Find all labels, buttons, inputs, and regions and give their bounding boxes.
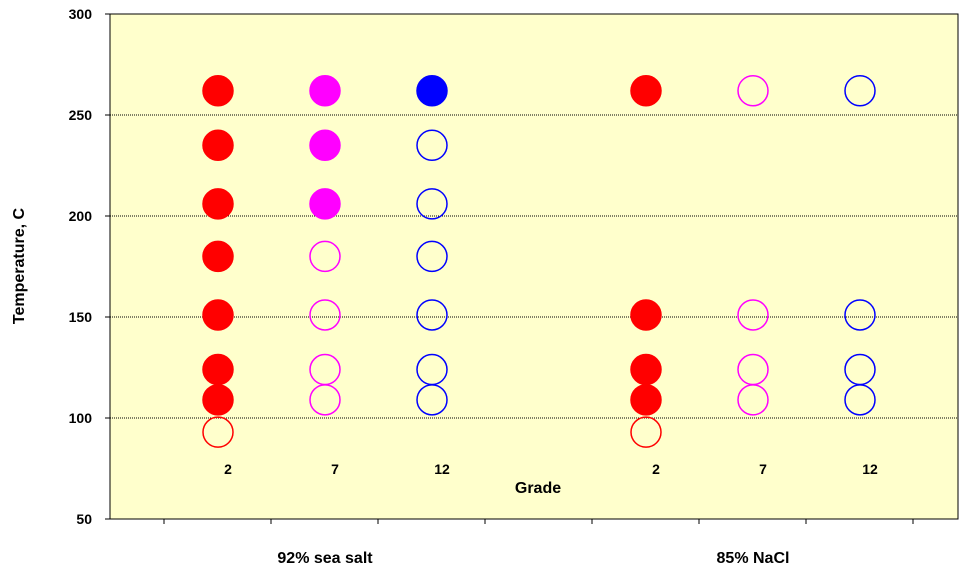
data-point (309, 384, 341, 416)
data-point (416, 75, 448, 107)
data-point (844, 384, 876, 416)
data-point (844, 75, 876, 107)
x-axis-title: Grade (515, 480, 561, 497)
grade-label: 12 (434, 461, 450, 477)
data-point (416, 129, 448, 162)
markers (202, 75, 876, 448)
data-point (202, 353, 234, 386)
data-point (202, 384, 234, 416)
grade-labels: 2 7 12 2 7 12 (224, 461, 878, 477)
plot-area (109, 13, 959, 520)
data-point (309, 129, 341, 162)
grade-label: 2 (224, 461, 232, 477)
data-point (309, 240, 341, 273)
data-point (737, 299, 769, 331)
data-point (309, 299, 341, 331)
data-point (416, 299, 448, 331)
y-tick-label: 150 (69, 309, 93, 325)
y-tick-label: 200 (69, 208, 93, 224)
data-point (844, 299, 876, 331)
data-point (416, 240, 448, 273)
data-point (202, 299, 234, 331)
y-tick-label: 100 (69, 410, 93, 426)
data-point (309, 188, 341, 220)
data-point (630, 75, 662, 107)
data-point (202, 75, 234, 107)
group-label: 92% sea salt (277, 550, 373, 567)
axes (105, 13, 914, 524)
y-tick-label: 250 (69, 107, 93, 123)
grade-label: 12 (862, 461, 878, 477)
data-point (630, 384, 662, 416)
grade-label: 2 (652, 461, 660, 477)
data-point (202, 416, 234, 448)
group-labels: 92% sea salt 85% NaCl (277, 550, 789, 567)
y-axis-title: Temperature, C (11, 207, 28, 324)
data-point (202, 129, 234, 162)
group-label: 85% NaCl (717, 550, 790, 567)
data-point (630, 299, 662, 331)
y-tick-label: 300 (69, 6, 93, 22)
data-point (309, 75, 341, 107)
data-point (630, 353, 662, 386)
data-point (737, 75, 769, 107)
y-tick-labels: 50 100 150 200 250 300 (69, 6, 93, 527)
data-point (416, 384, 448, 416)
data-point (630, 416, 662, 448)
grade-label: 7 (759, 461, 767, 477)
grade-label: 7 (331, 461, 339, 477)
gridlines (110, 114, 958, 419)
y-tick-label: 50 (76, 511, 92, 527)
data-point (416, 188, 448, 220)
data-point (202, 188, 234, 220)
data-point (202, 240, 234, 273)
data-point (737, 384, 769, 416)
